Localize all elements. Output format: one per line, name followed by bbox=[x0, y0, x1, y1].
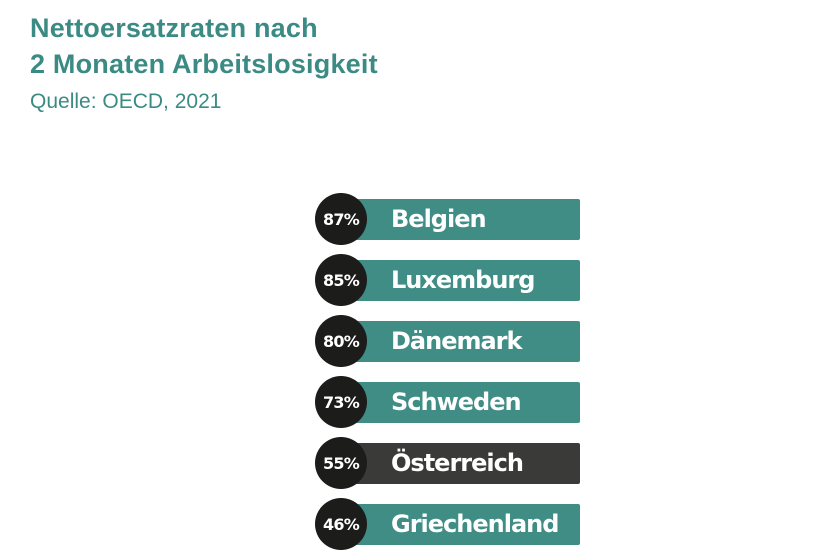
bar bbox=[345, 504, 580, 545]
value-badge: 73% bbox=[315, 376, 367, 428]
category-label: Österreich bbox=[391, 449, 524, 477]
category-label: Belgien bbox=[391, 205, 487, 233]
bar-row: 80% Dänemark bbox=[315, 315, 581, 367]
value-badge: 55% bbox=[315, 437, 367, 489]
bar bbox=[345, 199, 580, 240]
category-label: Dänemark bbox=[391, 327, 522, 355]
category-label: Griechenland bbox=[391, 510, 559, 538]
bar bbox=[345, 382, 580, 423]
bar-row: 46% Griechenland bbox=[315, 498, 581, 550]
value-badge: 85% bbox=[315, 254, 367, 306]
chart-source: Quelle: OECD, 2021 bbox=[30, 90, 222, 113]
bar-row: 55% Österreich bbox=[315, 437, 581, 489]
category-label: Luxemburg bbox=[391, 266, 535, 294]
chart-title: Nettoersatzraten nach 2 Monaten Arbeitsl… bbox=[30, 10, 378, 82]
bar bbox=[345, 260, 580, 301]
category-label: Schweden bbox=[391, 388, 522, 416]
bar bbox=[345, 443, 580, 484]
value-badge: 80% bbox=[315, 315, 367, 367]
value-badge: 46% bbox=[315, 498, 367, 550]
chart-title-line-2: 2 Monaten Arbeitslosigkeit bbox=[30, 49, 378, 79]
chart-title-line-1: Nettoersatzraten nach bbox=[30, 13, 318, 43]
value-badge: 87% bbox=[315, 193, 367, 245]
bar-row: 87% Belgien bbox=[315, 193, 581, 245]
bar-row: 85% Luxemburg bbox=[315, 254, 581, 306]
bar bbox=[345, 321, 580, 362]
bar-row: 73% Schweden bbox=[315, 376, 581, 428]
